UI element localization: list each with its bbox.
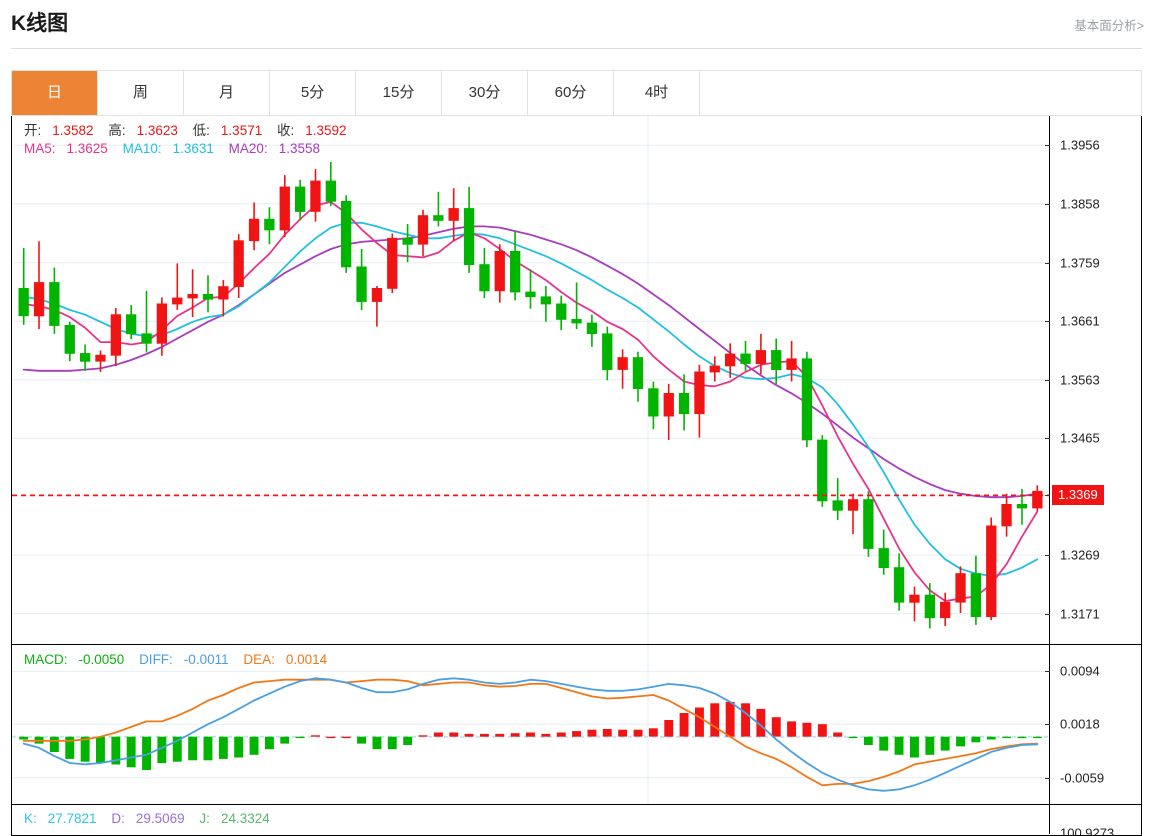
diff-label: DIFF: bbox=[139, 652, 173, 667]
price-axis-tickmark bbox=[1045, 613, 1050, 615]
kdj-j-label: J: bbox=[199, 811, 210, 826]
high-label: 高: bbox=[108, 123, 126, 138]
macd-axis-tickmark bbox=[1045, 724, 1050, 726]
tab-3[interactable]: 5分 bbox=[270, 71, 356, 115]
kdj-axis-tick-0: 100.9273 bbox=[1060, 825, 1115, 836]
price-axis: 1.3956 1.3858 1.3759 1.3661 1.3563 1.3465 1.33… bbox=[1045, 116, 1141, 644]
low-value: 1.3571 bbox=[220, 123, 263, 138]
tab-6[interactable]: 60分 bbox=[528, 71, 614, 115]
open-label: 开: bbox=[24, 123, 42, 138]
kdj-k-value: 27.7821 bbox=[47, 811, 97, 826]
diff-value: -0.0011 bbox=[183, 652, 229, 667]
header-divider bbox=[11, 48, 1142, 49]
tab-7[interactable]: 4时 bbox=[614, 71, 700, 115]
fundamental-analysis-link[interactable]: 基本面分析> bbox=[1074, 19, 1144, 33]
macd-panel[interactable]: MACD: -0.0050 DIFF: -0.0011 DEA: 0.0014 0.0… bbox=[12, 645, 1141, 805]
macd-value: -0.0050 bbox=[78, 652, 125, 667]
tab-4[interactable]: 15分 bbox=[356, 71, 442, 115]
price-axis-tickmark bbox=[1045, 438, 1050, 440]
ma5-value: 1.3625 bbox=[66, 141, 108, 156]
price-panel[interactable]: 开: 1.3582 高: 1.3623 低: 1.3571 收: 1.3592 MA5:… bbox=[12, 116, 1141, 645]
kdj-panel[interactable]: K: 27.7821 D: 29.5069 J: 24.3324 100.9273 bbox=[12, 805, 1141, 836]
ma-readout: MA5: 1.3625 MA10: 1.3631 MA20: 1.3558 bbox=[24, 140, 331, 158]
close-value: 1.3592 bbox=[305, 123, 347, 138]
low-label: 低: bbox=[192, 123, 210, 138]
high-value: 1.3623 bbox=[136, 123, 178, 138]
macd-label: MACD: bbox=[24, 652, 68, 667]
price-axis-tickmark bbox=[1045, 379, 1050, 381]
price-axis-tickmark bbox=[1045, 321, 1050, 323]
price-axis-tickmark bbox=[1045, 145, 1050, 147]
tab-2[interactable]: 月 bbox=[184, 71, 270, 115]
last-price-label: 1.3369 bbox=[1052, 485, 1104, 506]
price-axis-tickmark bbox=[1045, 262, 1050, 264]
macd-axis-tick-0: 0.0094 bbox=[1060, 663, 1100, 679]
macd-axis-tick-1: 0.0018 bbox=[1060, 716, 1100, 732]
kdj-j-value: 24.3324 bbox=[220, 811, 270, 826]
tab-1[interactable]: 周 bbox=[98, 71, 184, 115]
price-axis-tick-7: 1.3269 bbox=[1060, 547, 1100, 563]
period-tabbar[interactable]: 日周月 5分 15分 30分 60分 4时 bbox=[11, 70, 1142, 116]
macd-axis-tickmark bbox=[1045, 671, 1050, 673]
kdj-axis: 100.9273 bbox=[1049, 805, 1141, 836]
kdj-k-label: K: bbox=[24, 811, 37, 826]
macd-axis: 0.0094 0.0018 -0.0059 bbox=[1045, 645, 1141, 804]
macd-plot bbox=[12, 645, 1051, 804]
price-axis-tick-3: 1.3661 bbox=[1060, 313, 1100, 329]
price-axis-tick-1: 1.3858 bbox=[1060, 196, 1100, 212]
ma10-label: MA10: bbox=[122, 141, 162, 156]
price-axis-tick-5: 1.3465 bbox=[1060, 430, 1100, 446]
tab-5[interactable]: 30分 bbox=[442, 71, 528, 115]
dea-label: DEA: bbox=[243, 652, 275, 667]
kdj-d-value: 29.5069 bbox=[135, 811, 185, 826]
close-label: 收: bbox=[276, 123, 295, 138]
price-axis-tickmark bbox=[1045, 203, 1050, 205]
page-title: K线图 bbox=[11, 12, 69, 35]
price-axis-tick-8: 1.3171 bbox=[1060, 606, 1100, 622]
kdj-d-label: D: bbox=[111, 811, 125, 826]
ma10-value: 1.3631 bbox=[172, 141, 214, 156]
candlestick-plot bbox=[12, 116, 1051, 644]
price-axis-tick-0: 1.3956 bbox=[1060, 137, 1100, 153]
page-header: K线图 基本面分析> bbox=[0, 0, 1153, 49]
ma5-label: MA5: bbox=[24, 141, 56, 156]
macd-axis-tick-2: -0.0059 bbox=[1060, 770, 1105, 786]
macd-axis-tickmark bbox=[1045, 777, 1050, 779]
price-axis-tickmark bbox=[1045, 555, 1050, 557]
price-axis-tickmark bbox=[1045, 495, 1050, 497]
open-value: 1.3582 bbox=[52, 123, 94, 138]
kdj-readout: K: 27.7821 D: 29.5069 J: 24.3324 bbox=[24, 810, 281, 828]
ma20-label: MA20: bbox=[228, 141, 268, 156]
dea-value: 0.0014 bbox=[285, 652, 328, 667]
ma20-value: 1.3558 bbox=[278, 141, 320, 156]
price-axis-tick-2: 1.3759 bbox=[1060, 255, 1100, 271]
tabbar-filler bbox=[700, 71, 1141, 115]
price-axis-tick-4: 1.3563 bbox=[1060, 372, 1100, 388]
tab-0[interactable]: 日 bbox=[12, 71, 98, 115]
chart-frame: 开: 1.3582 高: 1.3623 低: 1.3571 收: 1.3592 MA5:… bbox=[11, 116, 1142, 836]
macd-readout: MACD: -0.0050 DIFF: -0.0011 DEA: 0.0014 bbox=[24, 651, 338, 669]
ohlc-readout: 开: 1.3582 高: 1.3623 低: 1.3571 收: 1.3592 bbox=[24, 122, 358, 140]
